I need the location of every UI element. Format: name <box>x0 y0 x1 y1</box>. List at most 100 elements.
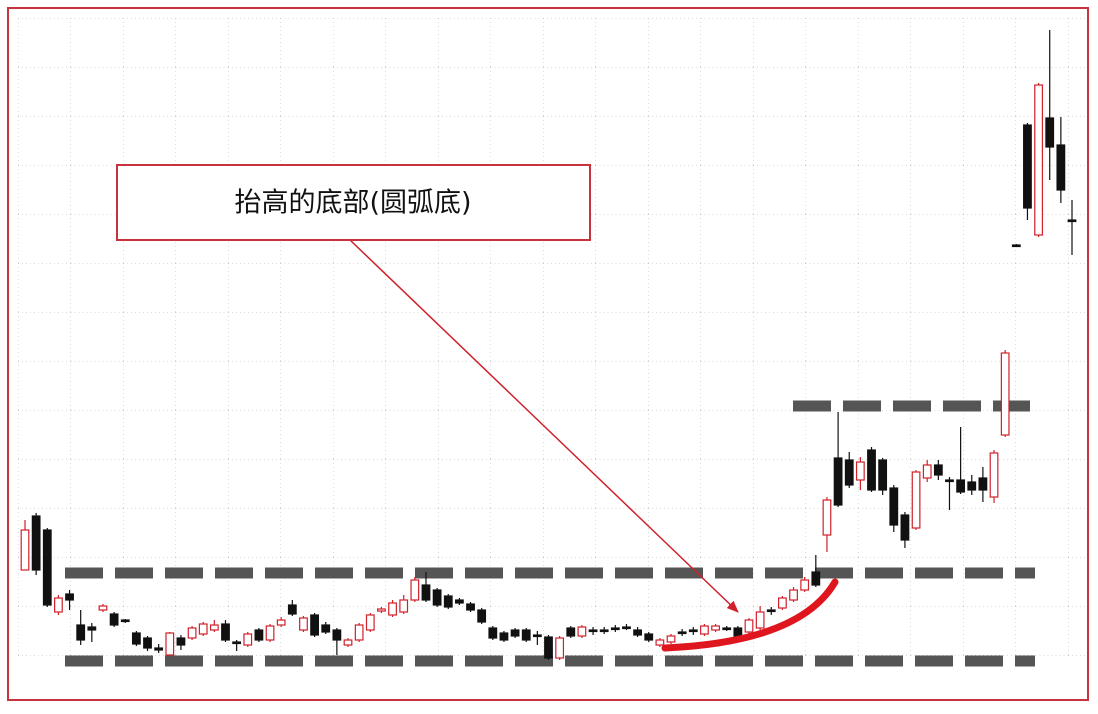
candle-body <box>867 449 876 491</box>
candle-body <box>365 614 375 631</box>
candle-body <box>176 637 186 646</box>
arrow <box>349 239 739 613</box>
candle-body <box>811 571 821 586</box>
candle-body <box>688 629 698 633</box>
candle-body <box>399 599 409 613</box>
candle-body <box>521 629 531 641</box>
candle-body <box>822 499 832 536</box>
candle-body <box>42 529 52 606</box>
candle-body <box>978 477 988 491</box>
candle-body <box>421 584 431 601</box>
candle-body <box>989 452 999 498</box>
candle-body <box>232 641 242 645</box>
candle-body <box>666 635 676 643</box>
candle-body <box>388 602 397 616</box>
candle-body <box>410 579 420 601</box>
candle-body <box>655 639 665 646</box>
candle-body <box>933 464 943 476</box>
candle-body <box>878 459 888 491</box>
candle-body <box>209 624 219 631</box>
candle-body <box>633 629 643 636</box>
candle-body <box>911 471 921 529</box>
candle-body <box>454 599 464 604</box>
candle-body <box>644 633 654 641</box>
candle-body <box>566 627 576 637</box>
candle-body <box>187 627 197 639</box>
candle-body <box>310 614 319 636</box>
candle-body <box>744 619 754 633</box>
candle-body <box>755 611 765 629</box>
candle-body <box>443 595 453 608</box>
candle-body <box>1045 117 1055 148</box>
candle-body <box>165 632 175 656</box>
candle-body <box>109 613 119 626</box>
candle-body <box>343 639 353 646</box>
candle-body <box>622 626 631 630</box>
candle-body <box>332 629 342 641</box>
candle-body <box>131 632 141 645</box>
candle-body <box>377 608 386 612</box>
candle-body <box>677 631 687 635</box>
candle-body <box>87 626 97 631</box>
candle-body <box>844 459 854 486</box>
candle-body <box>54 597 63 613</box>
candle-body <box>900 514 910 541</box>
candle-body <box>599 629 609 633</box>
candle-body <box>20 529 30 571</box>
candle-body <box>766 609 776 613</box>
candle-body <box>499 632 509 641</box>
candle-body <box>477 609 487 623</box>
candle-body <box>889 487 899 526</box>
candle-body <box>577 626 587 637</box>
annotation: 抬高的底部(圆弧底) <box>234 188 471 219</box>
candle-body <box>198 623 208 635</box>
candle-body <box>789 589 798 601</box>
candle-body <box>143 637 152 649</box>
candle-body <box>1056 144 1066 191</box>
candle-body <box>733 627 743 637</box>
candle-body <box>299 617 308 631</box>
arc-highlight <box>661 578 839 652</box>
candle-body <box>154 647 164 651</box>
candle-body <box>510 629 520 637</box>
annotation-box <box>116 164 591 241</box>
candle-body <box>31 515 41 571</box>
candle-body <box>1011 244 1021 248</box>
candle-body <box>265 625 275 641</box>
candle-body <box>1000 352 1010 436</box>
candle-body <box>555 637 565 659</box>
candle-body <box>922 464 932 479</box>
candle-body <box>76 624 86 641</box>
candle-body <box>956 479 966 493</box>
candle-body <box>833 457 843 506</box>
candle-body <box>488 627 498 639</box>
candle-body <box>1023 124 1032 209</box>
candle-body <box>254 629 264 641</box>
candle-body <box>321 624 331 633</box>
candle-body <box>276 619 286 626</box>
candle-body <box>432 589 442 606</box>
candle-body <box>466 603 475 611</box>
candle-body <box>120 619 130 623</box>
grid <box>18 18 1085 658</box>
candle-body <box>98 605 108 611</box>
candle-body <box>945 479 954 483</box>
candle-body <box>855 461 865 481</box>
candle-body <box>1067 219 1077 223</box>
candle-body <box>700 625 709 635</box>
candle-body <box>778 597 787 609</box>
candle-body <box>65 593 74 601</box>
candle-body <box>221 623 230 641</box>
candle-body <box>711 625 720 631</box>
candle-body <box>610 627 620 631</box>
candle-body <box>722 627 732 631</box>
plot <box>18 18 1085 667</box>
candle-body <box>532 634 542 638</box>
candle-body <box>544 636 553 659</box>
candle-body <box>800 579 810 591</box>
candle-body <box>1034 84 1043 236</box>
candle-body <box>354 624 364 641</box>
candle-body <box>287 604 297 615</box>
candle-body <box>243 633 253 646</box>
